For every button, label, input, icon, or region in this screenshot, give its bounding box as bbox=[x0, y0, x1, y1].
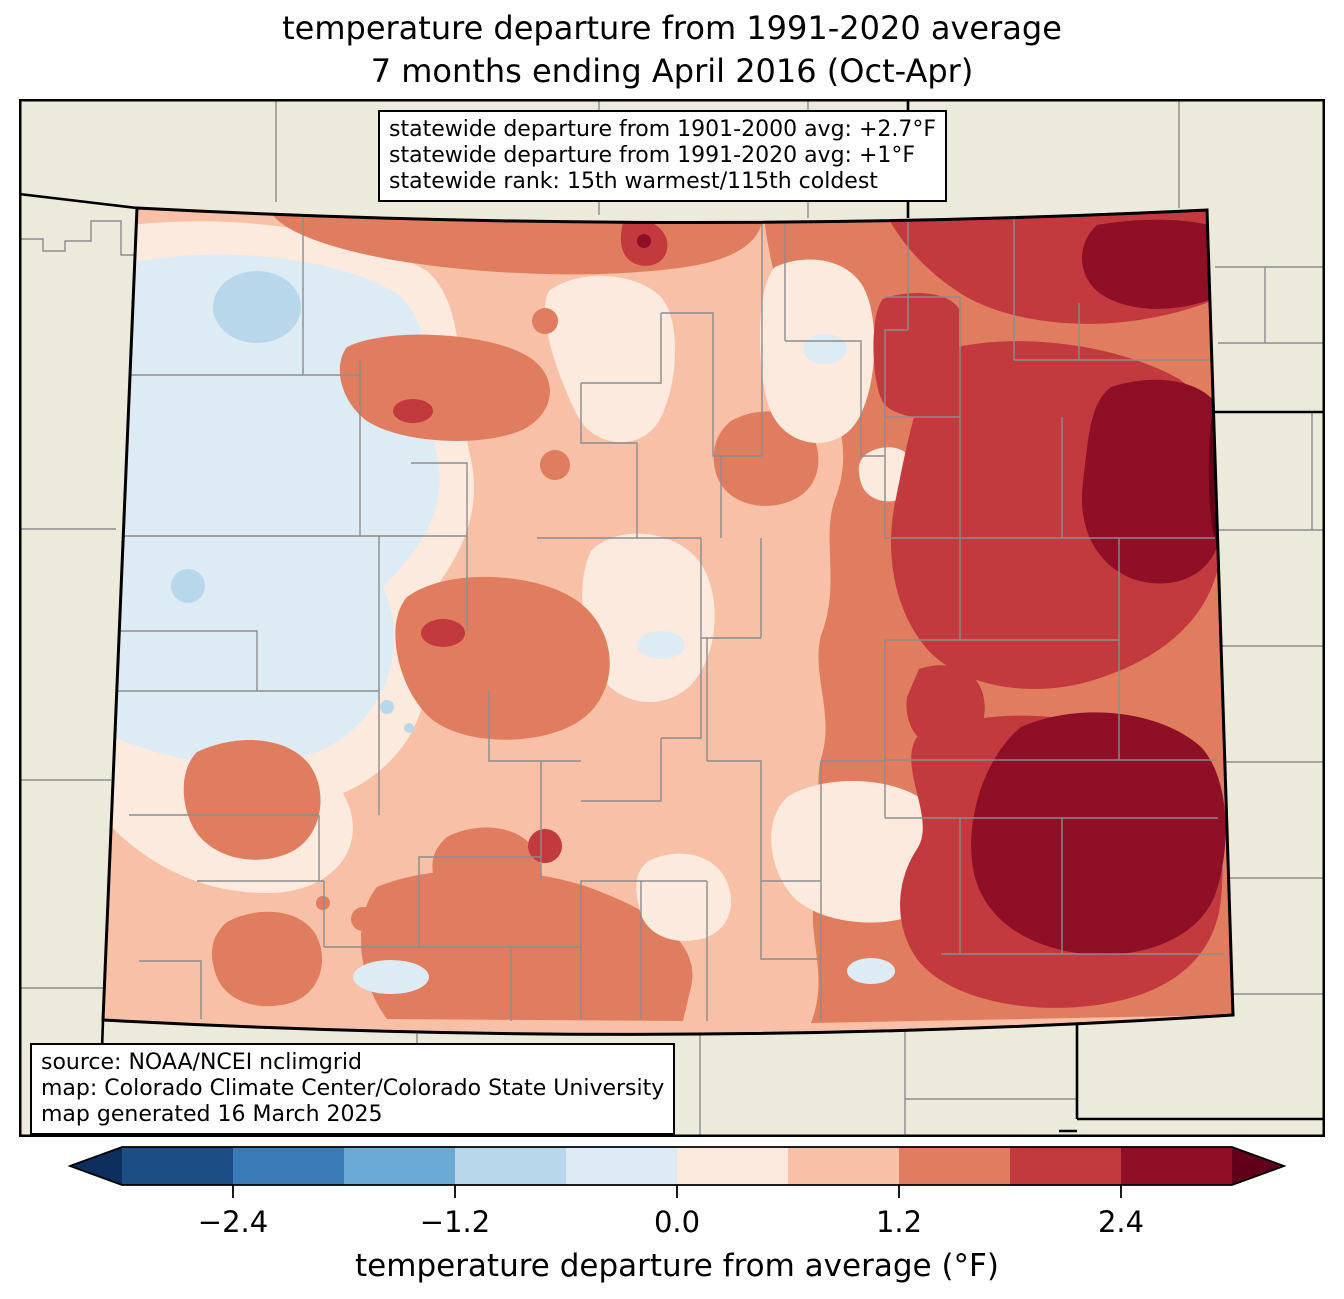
chart-title: temperature departure from 1991-2020 ave… bbox=[0, 7, 1344, 93]
source-line-1: source: NOAA/NCEI nclimgrid bbox=[41, 1050, 362, 1075]
colorbar-segments bbox=[70, 1147, 1284, 1185]
title-line-2: 7 months ending April 2016 (Oct-Apr) bbox=[370, 52, 974, 90]
county-boundaries bbox=[107, 211, 1224, 1021]
map-canvas bbox=[19, 99, 1325, 1137]
colorbar-tick-label: 1.2 bbox=[876, 1205, 922, 1239]
colorbar-segment bbox=[344, 1147, 455, 1185]
colorbar-segment bbox=[566, 1147, 677, 1185]
colorbar-tick-label: −1.2 bbox=[420, 1205, 490, 1239]
source-line-3: map generated 16 March 2025 bbox=[41, 1102, 383, 1127]
colorbar-segment bbox=[455, 1147, 566, 1185]
state-outline bbox=[101, 206, 1235, 1036]
title-line-1: temperature departure from 1991-2020 ave… bbox=[282, 9, 1062, 47]
colorbar-outline bbox=[67, 1146, 1287, 1186]
colorbar-segment bbox=[899, 1147, 1010, 1185]
source-box: source: NOAA/NCEI nclimgrid map: Colorad… bbox=[30, 1043, 676, 1135]
source-line-2: map: Colorado Climate Center/Colorado St… bbox=[41, 1076, 665, 1101]
stats-line-2: statewide departure from 1991-2020 avg: … bbox=[389, 143, 916, 168]
colorbar-tick-label: 2.4 bbox=[1098, 1205, 1144, 1239]
colorbar-segment bbox=[122, 1147, 233, 1185]
contour-fill bbox=[103, 208, 1233, 1035]
axes-frame bbox=[19, 99, 1325, 1137]
colorbar-segment bbox=[788, 1147, 899, 1185]
colorbar-axis-label: temperature departure from average (°F) bbox=[355, 1248, 999, 1284]
colorbar-segment bbox=[1010, 1147, 1121, 1185]
colorbar-segment bbox=[233, 1147, 344, 1185]
colorbar-over-arrow bbox=[1232, 1147, 1284, 1185]
colorbar-tick-labels: −2.4 −1.2 0.0 1.2 2.4 bbox=[198, 1205, 1144, 1239]
colorbar-segment bbox=[1121, 1147, 1232, 1185]
contour-regions-2.4-3.0 bbox=[637, 219, 1227, 955]
colorbar-segment bbox=[677, 1147, 788, 1185]
colorbar: −2.4 −1.2 0.0 1.2 2.4 temperature depart… bbox=[67, 1146, 1287, 1284]
colorbar-tick-marks bbox=[232, 1185, 1122, 1198]
stats-box: statewide departure from 1901-2000 avg: … bbox=[378, 110, 948, 202]
colorbar-tick-label: 0.0 bbox=[654, 1205, 700, 1239]
colorbar-tick-label: −2.4 bbox=[198, 1205, 268, 1239]
map-axes bbox=[19, 99, 1325, 1137]
colorbar-under-arrow bbox=[70, 1147, 122, 1185]
stats-line-1: statewide departure from 1901-2000 avg: … bbox=[389, 117, 937, 142]
stats-line-3: statewide rank: 15th warmest/115th colde… bbox=[389, 169, 878, 194]
